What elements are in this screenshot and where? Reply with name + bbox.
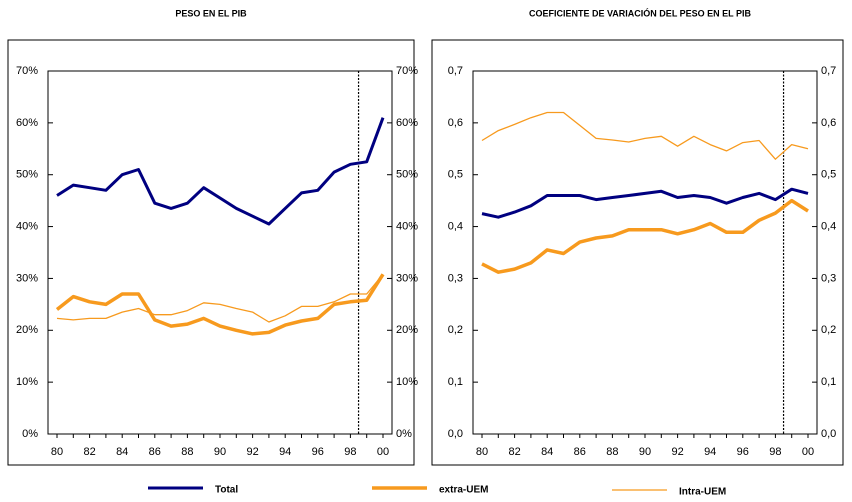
plot-area bbox=[472, 70, 818, 435]
y2-tick-label: 0,1 bbox=[821, 376, 836, 388]
legend-label: Intra-UEM bbox=[679, 487, 726, 498]
x-tick-label: 92 bbox=[671, 446, 683, 458]
y-tick-label: 70% bbox=[16, 65, 38, 77]
chart-title: COEFICIENTE DE VARIACIÓN DEL PESO EN EL … bbox=[529, 7, 752, 18]
series-line bbox=[481, 187, 809, 219]
y-tick-label: 40% bbox=[16, 220, 38, 232]
panel-frame bbox=[7, 39, 415, 466]
panel-frame bbox=[431, 39, 844, 466]
y-tick-label: 0,7 bbox=[448, 65, 463, 77]
x-tick-label: 86 bbox=[149, 446, 161, 458]
plot-area bbox=[47, 70, 393, 435]
y-tick-label: 20% bbox=[16, 324, 38, 336]
y-tick-label: 60% bbox=[16, 117, 38, 129]
y2-tick-label: 70% bbox=[396, 65, 418, 77]
y2-tick-label: 0,7 bbox=[821, 65, 836, 77]
y-tick-label: 0,2 bbox=[448, 324, 463, 336]
y-tick-label: 50% bbox=[16, 169, 38, 181]
y2-tick-label: 0,0 bbox=[821, 428, 836, 440]
y-tick-label: 30% bbox=[16, 272, 38, 284]
x-tick-label: 90 bbox=[639, 446, 651, 458]
x-tick-label: 80 bbox=[476, 446, 488, 458]
y2-tick-label: 20% bbox=[396, 324, 418, 336]
y2-tick-label: 0,3 bbox=[821, 272, 836, 284]
x-tick-label: 98 bbox=[344, 446, 356, 458]
series-line bbox=[481, 111, 809, 160]
x-tick-label: 80 bbox=[51, 446, 63, 458]
series-line bbox=[56, 117, 385, 226]
x-tick-label: 88 bbox=[181, 446, 193, 458]
y-tick-label: 0,6 bbox=[448, 117, 463, 129]
x-tick-label: 82 bbox=[83, 446, 95, 458]
x-tick-label: 90 bbox=[214, 446, 226, 458]
y-tick-label: 10% bbox=[16, 376, 38, 388]
x-tick-label: 94 bbox=[704, 446, 716, 458]
y2-tick-label: 0,2 bbox=[821, 324, 836, 336]
y2-tick-label: 0% bbox=[396, 428, 412, 440]
x-tick-label: 84 bbox=[116, 446, 128, 458]
y2-tick-label: 0,5 bbox=[821, 169, 836, 181]
y2-tick-label: 30% bbox=[396, 272, 418, 284]
x-tick-label: 98 bbox=[769, 446, 781, 458]
legend-label: extra-UEM bbox=[439, 485, 488, 496]
x-tick-label: 00 bbox=[377, 446, 389, 458]
x-tick-label: 96 bbox=[312, 446, 324, 458]
series-line bbox=[481, 198, 809, 274]
chart-title: PESO EN EL PIB bbox=[175, 8, 247, 18]
y-tick-label: 0,0 bbox=[448, 428, 463, 440]
x-tick-label: 96 bbox=[737, 446, 749, 458]
y-tick-label: 0,5 bbox=[448, 169, 463, 181]
y2-tick-label: 60% bbox=[396, 117, 418, 129]
y-tick-label: 0,4 bbox=[448, 220, 463, 232]
x-tick-label: 86 bbox=[574, 446, 586, 458]
legend-label: Total bbox=[215, 485, 238, 496]
y2-tick-label: 50% bbox=[396, 169, 418, 181]
x-tick-label: 84 bbox=[541, 446, 553, 458]
series-line bbox=[55, 273, 385, 336]
x-tick-label: 92 bbox=[246, 446, 258, 458]
y-tick-label: 0% bbox=[22, 428, 38, 440]
y-tick-label: 0,1 bbox=[448, 376, 463, 388]
series-line bbox=[56, 273, 384, 323]
y2-tick-label: 0,4 bbox=[821, 220, 836, 232]
y2-tick-label: 40% bbox=[396, 220, 418, 232]
y2-tick-label: 10% bbox=[396, 376, 418, 388]
x-tick-label: 82 bbox=[508, 446, 520, 458]
x-tick-label: 94 bbox=[279, 446, 291, 458]
x-tick-label: 88 bbox=[606, 446, 618, 458]
y-tick-label: 0,3 bbox=[448, 272, 463, 284]
x-tick-label: 00 bbox=[802, 446, 814, 458]
y2-tick-label: 0,6 bbox=[821, 117, 836, 129]
